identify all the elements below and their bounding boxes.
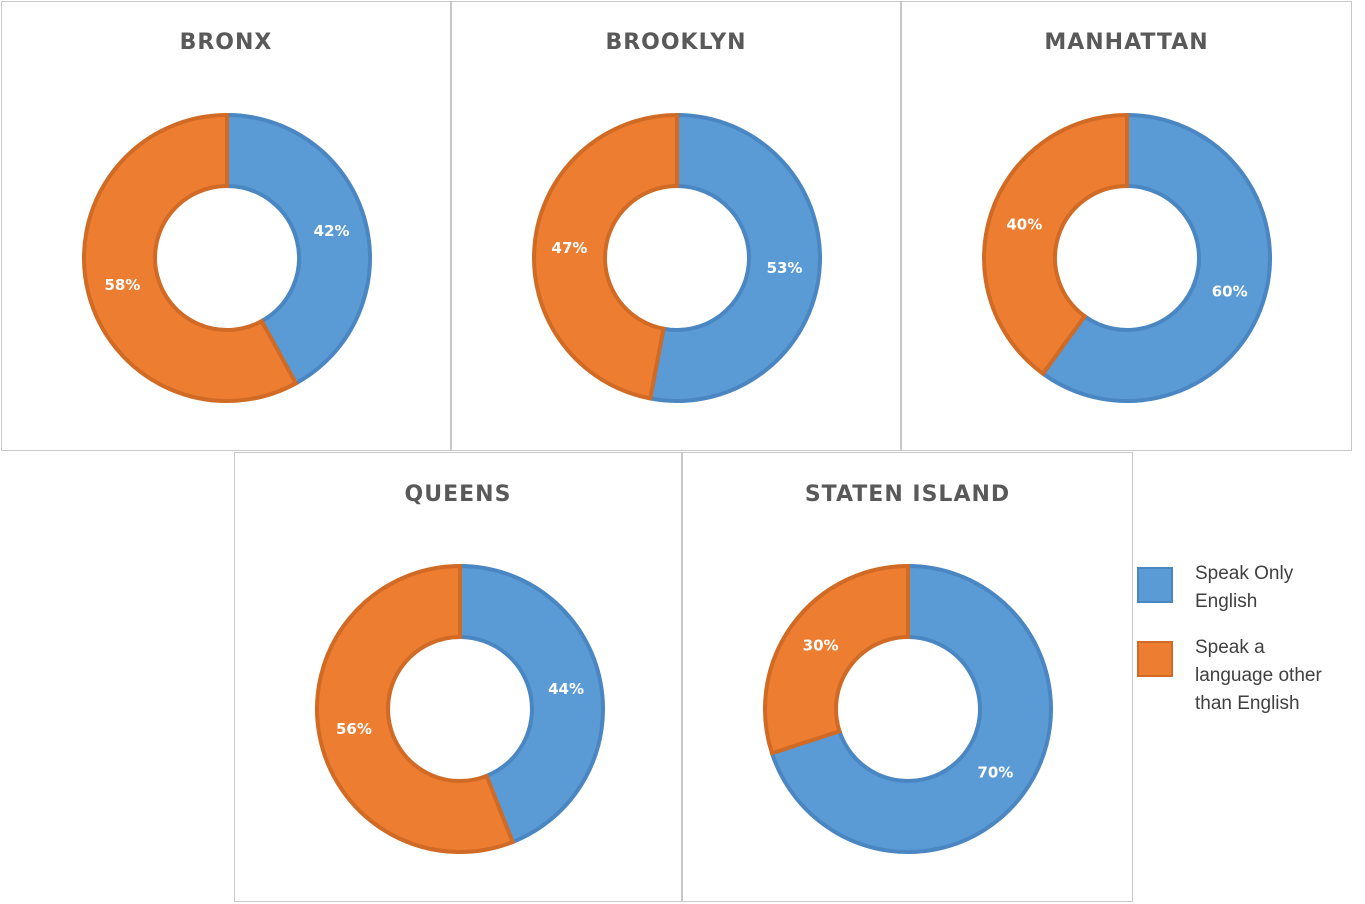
slice-speak-only-english xyxy=(769,563,1053,854)
chart-title: STATEN ISLAND xyxy=(804,482,1011,507)
data-label-speak-only-english: 44% xyxy=(548,680,584,698)
chart-legend: Speak Only English Speak a language othe… xyxy=(1137,560,1337,736)
chart-panel-bronx: BRONX 42% 58% xyxy=(1,1,451,451)
slice-speak-only-english xyxy=(225,112,372,387)
data-label-speak-only-english: 53% xyxy=(767,259,803,277)
data-label-speak-other-language: 40% xyxy=(1006,216,1042,234)
chart-panel-queens: QUEENS 44% 56% xyxy=(234,452,682,902)
donut-chart: 70% 30% xyxy=(763,563,1053,854)
slice-speak-other-language xyxy=(315,563,516,854)
chart-title: MANHATTAN xyxy=(1044,30,1209,55)
donut-chart: 42% 58% xyxy=(82,112,372,403)
data-label-speak-other-language: 30% xyxy=(803,637,839,655)
slice-speak-other-language xyxy=(763,563,910,756)
data-label-speak-only-english: 70% xyxy=(977,763,1013,781)
slice-speak-only-english xyxy=(647,112,822,403)
slice-speak-only-english xyxy=(458,563,605,845)
slice-speak-other-language xyxy=(82,112,299,403)
data-label-speak-only-english: 60% xyxy=(1212,282,1248,300)
chart-title: BRONX xyxy=(179,30,273,55)
data-label-speak-other-language: 47% xyxy=(552,239,588,257)
chart-title: QUEENS xyxy=(404,482,512,507)
data-label-speak-other-language: 56% xyxy=(336,720,372,738)
legend-label: Speak Only English xyxy=(1195,563,1294,612)
chart-panel-staten-island: STATEN ISLAND 70% 30% xyxy=(682,452,1133,902)
donut-chart: 60% 40% xyxy=(982,112,1272,403)
chart-panel-brooklyn: BROOKLYN 53% 47% xyxy=(451,1,901,451)
data-label-speak-only-english: 42% xyxy=(314,222,350,240)
donut-chart: 53% 47% xyxy=(532,112,822,403)
donut-chart: 44% 56% xyxy=(315,563,605,854)
slice-speak-other-language xyxy=(532,112,679,401)
slice-speak-only-english xyxy=(1040,112,1272,403)
legend-item-english: Speak Only English xyxy=(1137,560,1337,616)
data-label-speak-other-language: 58% xyxy=(104,276,140,294)
legend-swatch-english xyxy=(1137,567,1173,603)
chart-panel-manhattan: MANHATTAN 60% 40% xyxy=(901,1,1352,451)
chart-title: BROOKLYN xyxy=(605,30,747,55)
legend-label: Speak a language other than English xyxy=(1195,637,1322,714)
slice-speak-other-language xyxy=(982,112,1129,377)
legend-swatch-other-language xyxy=(1137,641,1173,677)
legend-item-other-language: Speak a language other than English xyxy=(1137,634,1337,718)
